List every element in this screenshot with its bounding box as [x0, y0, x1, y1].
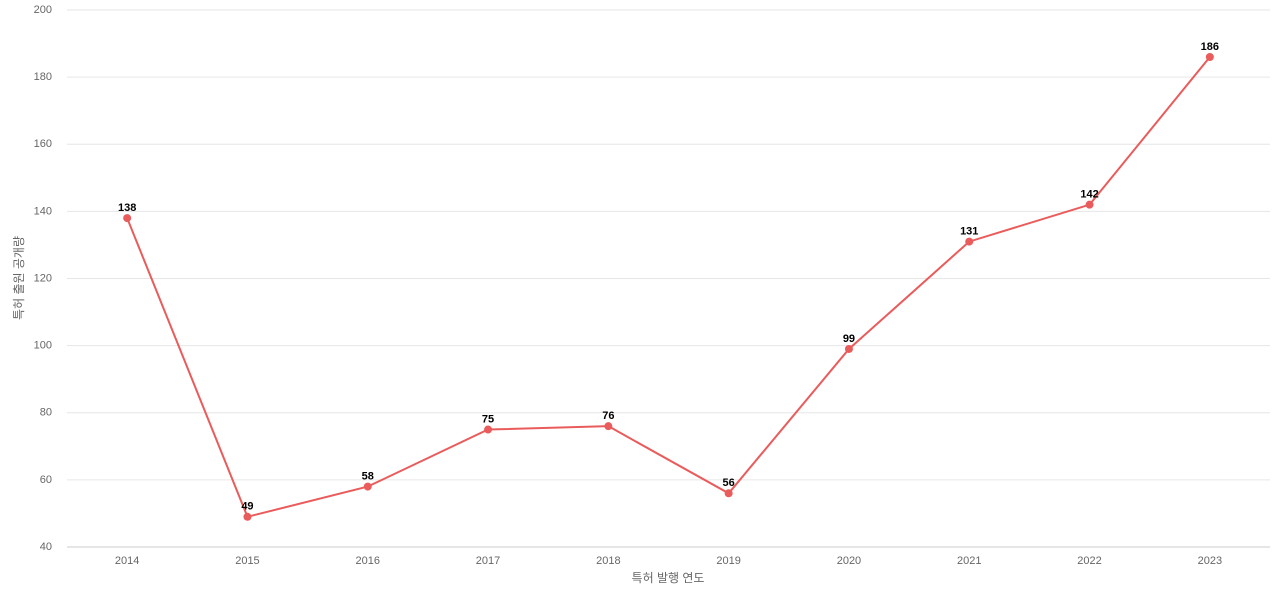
point — [1205, 52, 1214, 61]
x-tick-label: 2015 — [235, 555, 259, 567]
x-axis-title: 특허 발행 연도 — [632, 570, 705, 585]
x-tick-label: 2016 — [356, 555, 380, 567]
point — [724, 489, 733, 498]
data-label: 99 — [843, 333, 855, 345]
y-tick-label: 200 — [34, 4, 52, 16]
data-label: 138 — [118, 202, 136, 214]
data-label: 56 — [723, 477, 735, 489]
y-axis-title: 특허 출원 공개량 — [12, 236, 26, 320]
point — [484, 425, 493, 434]
x-tick-label: 2021 — [957, 555, 981, 567]
y-tick-label: 80 — [40, 407, 52, 419]
y-tick-label: 40 — [40, 541, 52, 553]
point — [965, 237, 974, 246]
x-tick-label: 2018 — [596, 555, 620, 567]
point — [363, 482, 372, 491]
x-tick-label: 2014 — [115, 555, 139, 567]
point — [123, 214, 132, 223]
x-tick-label: 2022 — [1077, 555, 1101, 567]
data-label: 75 — [482, 413, 494, 425]
y-tick-label: 60 — [40, 474, 52, 486]
x-tick-label: 2020 — [837, 555, 861, 567]
x-tick-label: 2023 — [1198, 555, 1222, 567]
x-tick-label: 2019 — [716, 555, 740, 567]
y-tick-label: 140 — [34, 205, 52, 217]
data-label: 131 — [960, 225, 978, 237]
point — [243, 512, 252, 521]
y-tick-label: 180 — [34, 71, 52, 83]
data-label: 186 — [1201, 41, 1219, 53]
y-tick-label: 160 — [34, 138, 52, 150]
point — [604, 422, 613, 431]
point — [1085, 200, 1094, 209]
data-label: 142 — [1080, 189, 1098, 201]
point — [844, 344, 853, 353]
line — [126, 56, 1211, 518]
data-label: 58 — [362, 470, 374, 482]
data-label: 49 — [241, 501, 253, 513]
x-tick-label: 2017 — [476, 555, 500, 567]
data-label: 76 — [602, 410, 614, 422]
y-tick-label: 100 — [34, 340, 52, 352]
y-tick-label: 120 — [34, 272, 52, 284]
